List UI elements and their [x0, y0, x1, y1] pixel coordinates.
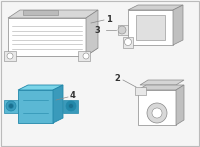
Polygon shape: [86, 10, 98, 56]
Circle shape: [7, 53, 13, 59]
Circle shape: [147, 103, 167, 123]
Polygon shape: [8, 18, 86, 56]
Polygon shape: [18, 90, 53, 123]
Circle shape: [124, 39, 132, 46]
Polygon shape: [176, 85, 184, 125]
Polygon shape: [4, 51, 16, 61]
Polygon shape: [18, 85, 63, 90]
Polygon shape: [128, 10, 173, 45]
Text: 4: 4: [70, 91, 76, 101]
Circle shape: [66, 101, 76, 111]
Polygon shape: [23, 10, 58, 15]
Polygon shape: [135, 87, 146, 95]
Circle shape: [83, 53, 89, 59]
Circle shape: [8, 103, 14, 108]
Polygon shape: [136, 15, 165, 40]
Polygon shape: [53, 85, 63, 123]
Polygon shape: [138, 90, 176, 125]
Polygon shape: [173, 5, 183, 45]
Polygon shape: [123, 37, 133, 48]
Polygon shape: [8, 48, 98, 56]
Circle shape: [68, 103, 74, 108]
Text: 2: 2: [114, 74, 120, 82]
Polygon shape: [128, 5, 183, 10]
Text: 1: 1: [106, 15, 112, 24]
Text: 3: 3: [94, 25, 100, 35]
Circle shape: [152, 108, 162, 118]
Polygon shape: [63, 100, 78, 113]
Polygon shape: [138, 85, 184, 90]
Polygon shape: [78, 51, 90, 61]
Polygon shape: [140, 80, 184, 85]
Polygon shape: [8, 10, 98, 18]
Polygon shape: [118, 25, 128, 35]
Polygon shape: [4, 100, 18, 113]
Circle shape: [6, 101, 16, 111]
Circle shape: [118, 26, 126, 34]
